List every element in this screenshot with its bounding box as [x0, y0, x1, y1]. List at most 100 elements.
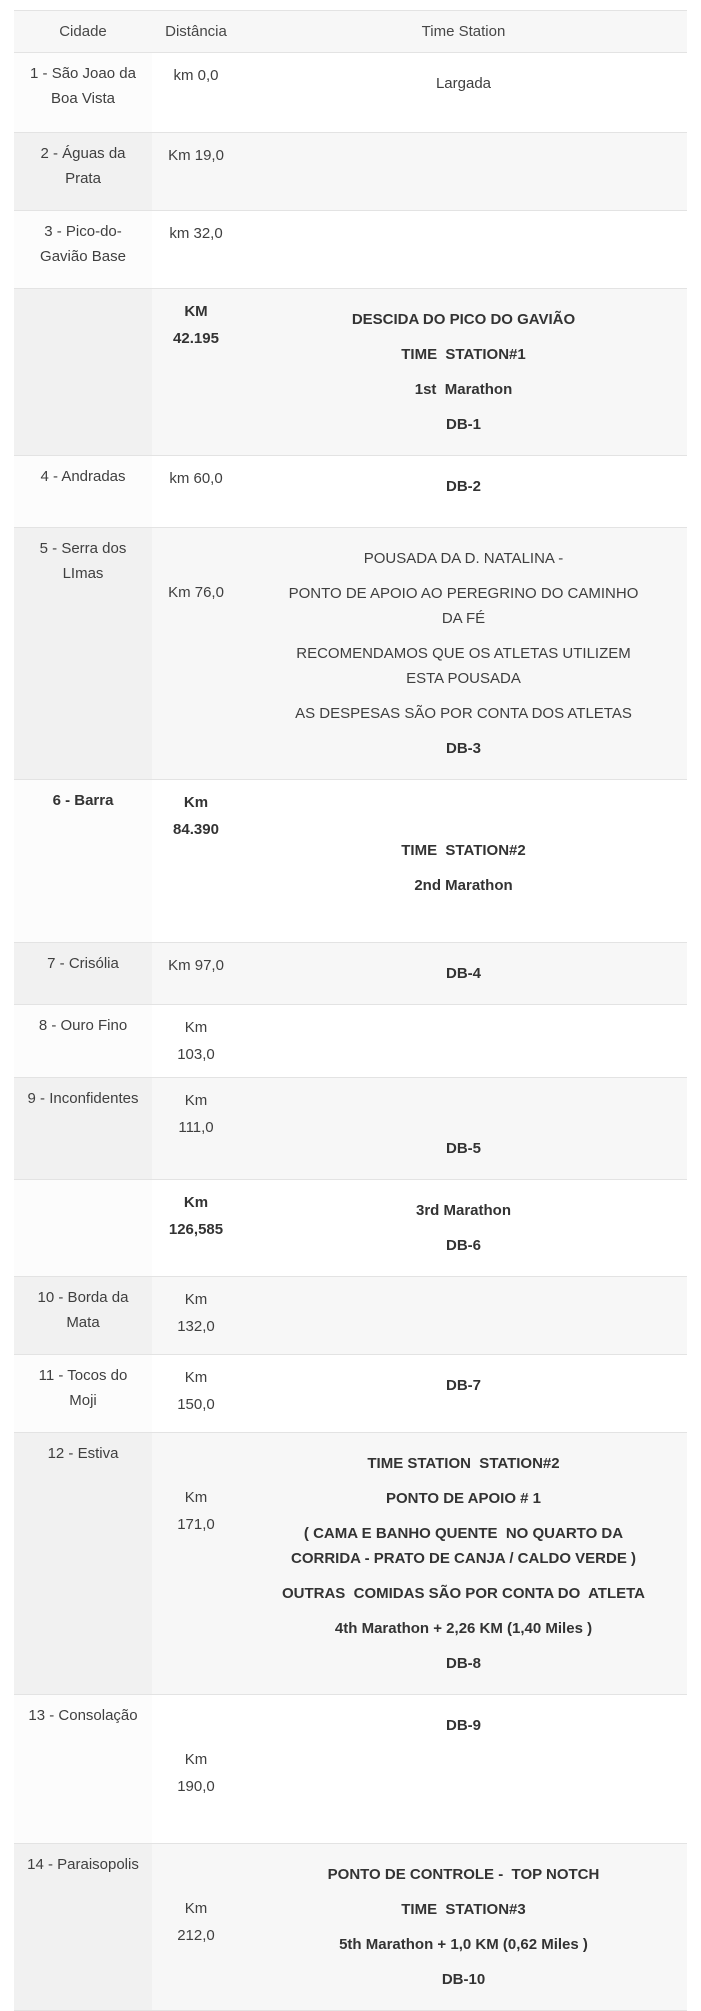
station-note: 4th Marathon + 2,26 KM (1,40 Miles )	[334, 1620, 593, 1637]
distance-line: Km	[184, 1369, 208, 1386]
station-cell: DB-2	[240, 455, 687, 528]
table-row: 2 - Águas da Prata Km 19,0	[14, 132, 687, 211]
blank-line	[278, 798, 649, 828]
distance-cell: Km 212,0	[152, 1843, 240, 2011]
distance-line: 111,0	[178, 1119, 214, 1136]
station-note: PONTO DE APOIO AO PEREGRINO DO CAMINHO D…	[288, 585, 643, 627]
distance-line: km 0,0	[173, 67, 219, 84]
distance-line: Km 76,0	[168, 584, 224, 601]
city-cell: 13 - Consolação	[14, 1694, 152, 1844]
column-header-distancia: Distância	[152, 10, 240, 53]
station-note: ( CAMA E BANHO QUENTE NO QUARTO DA CORRI…	[290, 1525, 636, 1567]
distance-cell: km 0,0	[152, 52, 240, 133]
station-cell: TIME STATION#2 2nd Marathon	[240, 779, 687, 943]
station-note: DB-1	[445, 416, 481, 433]
station-cell: POUSADA DA D. NATALINA - PONTO DE APOIO A…	[240, 527, 687, 780]
distance-line: Km	[184, 1092, 208, 1109]
table-row: 4 - Andradas km 60,0 DB-2	[14, 455, 687, 528]
city-cell: 3 - Pico-do-Gavião Base	[14, 210, 152, 289]
distance-line: Km 19,0	[168, 147, 224, 164]
distance-cell: Km 111,0	[152, 1077, 240, 1180]
distance-line: 212,0	[177, 1927, 215, 1944]
station-cell: TIME STATION STATION#2 PONTO DE APOIO # 1…	[240, 1432, 687, 1695]
table-row: 8 - Ouro Fino Km 103,0	[14, 1004, 687, 1078]
city-cell	[14, 1179, 152, 1277]
station-cell	[240, 132, 687, 211]
station-cell	[240, 1276, 687, 1355]
station-note: DB-6	[445, 1237, 481, 1254]
table-row: 13 - Consolação Km 190,0 DB-9	[14, 1694, 687, 1844]
city-cell: 1 - São Joao da Boa Vista	[14, 52, 152, 133]
table-row: 1 - São Joao da Boa Vista km 0,0 Largada	[14, 52, 687, 133]
distance-line: Km	[184, 1489, 208, 1506]
distance-cell: Km 97,0	[152, 942, 240, 1005]
station-note: AS DESPESAS SÃO POR CONTA DOS ATLETAS	[295, 705, 632, 722]
distance-cell: Km 84.390	[152, 779, 240, 943]
distance-line: 103,0	[177, 1046, 215, 1063]
distance-line: Km	[184, 1751, 208, 1768]
station-note: 2nd Marathon	[414, 877, 513, 894]
city-cell	[14, 288, 152, 456]
distance-cell: Km 150,0	[152, 1354, 240, 1433]
distance-line: 126,585	[168, 1221, 224, 1238]
distance-cell: Km 126,585	[152, 1179, 240, 1277]
station-cell: DESCIDA DO PICO DO GAVIÃO TIME STATION#1 1…	[240, 288, 687, 456]
station-note: Largada	[435, 75, 492, 92]
distance-cell: Km 190,0	[152, 1694, 240, 1844]
distance-cell: Km 76,0	[152, 527, 240, 780]
distance-line: Km	[183, 1194, 209, 1211]
table-row: Km 126,585 3rd Marathon DB-6	[14, 1179, 687, 1277]
station-cell	[240, 210, 687, 289]
blank-line	[162, 1854, 230, 1894]
column-header-time-station: Time Station	[240, 10, 687, 53]
table-row: 12 - Estiva Km 171,0 TIME STATION STATION#2…	[14, 1432, 687, 1695]
station-cell: Largada	[240, 52, 687, 133]
header-row: Cidade Distância Time Station	[14, 10, 687, 53]
city-cell: 10 - Borda da Mata	[14, 1276, 152, 1355]
table-row: 14 - Paraisopolis Km 212,0 PONTO DE CONTROL…	[14, 1843, 687, 2011]
distance-line: 84.390	[173, 821, 219, 838]
station-note: DB-7	[445, 1377, 481, 1394]
column-header-cidade: Cidade	[14, 10, 152, 53]
station-note: OUTRAS COMIDAS SÃO POR CONTA DO ATLETA	[281, 1585, 646, 1602]
station-cell: DB-7	[240, 1354, 687, 1433]
distance-cell: Km 171,0	[152, 1432, 240, 1695]
station-note: DESCIDA DO PICO DO GAVIÃO	[351, 311, 576, 328]
table-row: 10 - Borda da Mata Km 132,0	[14, 1276, 687, 1355]
distance-line: Km	[184, 1019, 208, 1036]
station-cell	[240, 1004, 687, 1078]
station-note: TIME STATION#1	[401, 346, 526, 363]
city-cell: 6 - Barra	[14, 779, 152, 943]
station-note: TIME STATION#2	[401, 842, 526, 859]
city-cell: 5 - Serra dos LImas	[14, 527, 152, 780]
distance-cell: km 60,0	[152, 455, 240, 528]
table-row: 11 - Tocos do Moji Km 150,0 DB-7	[14, 1354, 687, 1433]
city-cell: 14 - Paraisopolis	[14, 1843, 152, 2011]
blank-line	[162, 1443, 230, 1483]
station-note: RECOMENDAMOS QUE OS ATLETAS UTILIZEM EST…	[296, 645, 635, 687]
table-row: 6 - Barra Km 84.390 TIME STATION#2 2nd Marat…	[14, 779, 687, 943]
city-cell: 8 - Ouro Fino	[14, 1004, 152, 1078]
station-note: POUSADA DA D. NATALINA -	[363, 550, 564, 567]
station-cell: DB-9	[240, 1694, 687, 1844]
distance-cell: KM 42.195	[152, 288, 240, 456]
station-cell: PONTO DE CONTROLE - TOP NOTCH TIME STATIO…	[240, 1843, 687, 2011]
city-cell: 4 - Andradas	[14, 455, 152, 528]
station-note: DB-5	[445, 1140, 481, 1157]
blank-line	[162, 1705, 230, 1745]
table-row: 5 - Serra dos LImas Km 76,0 POUSADA DA D. …	[14, 527, 687, 780]
station-note: DB-4	[445, 965, 481, 982]
distance-line: 171,0	[177, 1516, 215, 1533]
distance-line: 42.195	[173, 330, 219, 347]
station-note: DB-8	[445, 1655, 481, 1672]
distance-line: Km 97,0	[168, 957, 224, 974]
station-note: PONTO DE CONTROLE - TOP NOTCH	[327, 1866, 600, 1883]
city-cell: 2 - Águas da Prata	[14, 132, 152, 211]
distance-line: 132,0	[177, 1318, 215, 1335]
station-note: 5th Marathon + 1,0 KM (0,62 Miles )	[339, 1936, 588, 1953]
distance-cell: km 32,0	[152, 210, 240, 289]
station-note: DB-2	[445, 478, 481, 495]
city-cell: 7 - Crisólia	[14, 942, 152, 1005]
distance-cell: Km 132,0	[152, 1276, 240, 1355]
distance-line: Km	[183, 794, 209, 811]
